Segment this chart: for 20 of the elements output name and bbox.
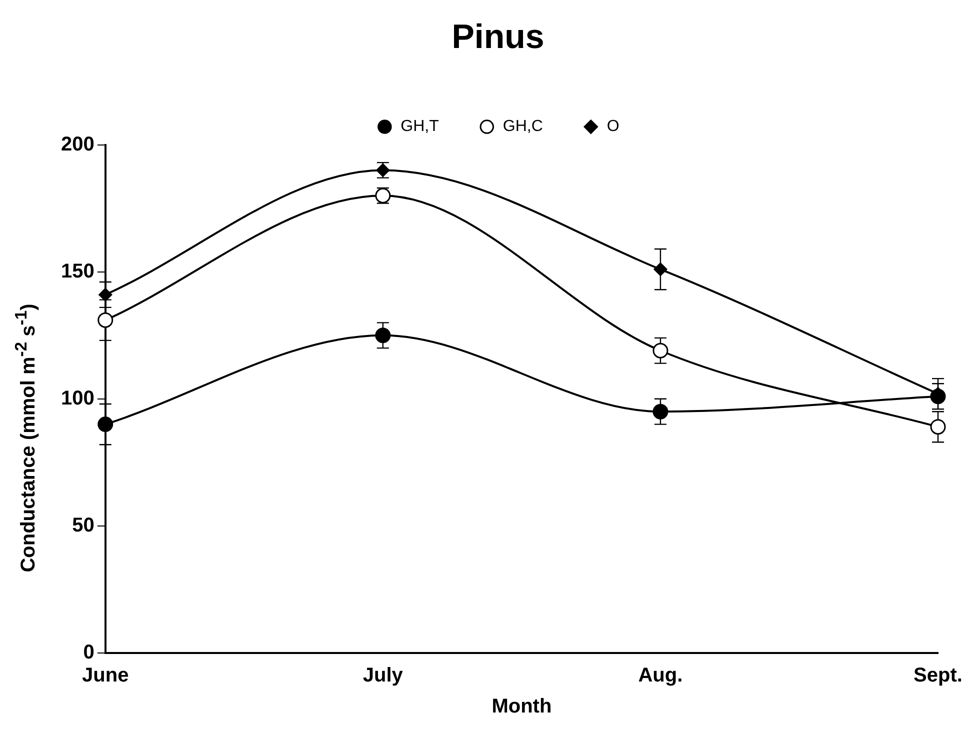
legend-label: GH,T (400, 118, 440, 136)
y-tick-label: 200 (60, 133, 94, 156)
x-tick-label: July (362, 664, 404, 687)
y-tick-label: 150 (60, 260, 94, 282)
x-tick-label: June (82, 664, 129, 687)
x-axis-title: Month (492, 696, 552, 718)
point (375, 328, 391, 344)
y-tick-label: 0 (83, 642, 94, 664)
x-tick-label: Aug. (638, 664, 683, 687)
legend-label: GH,C (502, 118, 543, 136)
point (654, 262, 668, 276)
y-tick-label: 100 (60, 387, 94, 410)
point (652, 342, 668, 358)
x-tick-label: Sept. (914, 664, 962, 687)
chart-title: Pinus (452, 18, 544, 56)
legend-label: O (606, 118, 620, 136)
y-tick-label: 50 (72, 514, 94, 536)
point (930, 419, 946, 435)
point (930, 388, 946, 404)
point (652, 404, 668, 420)
